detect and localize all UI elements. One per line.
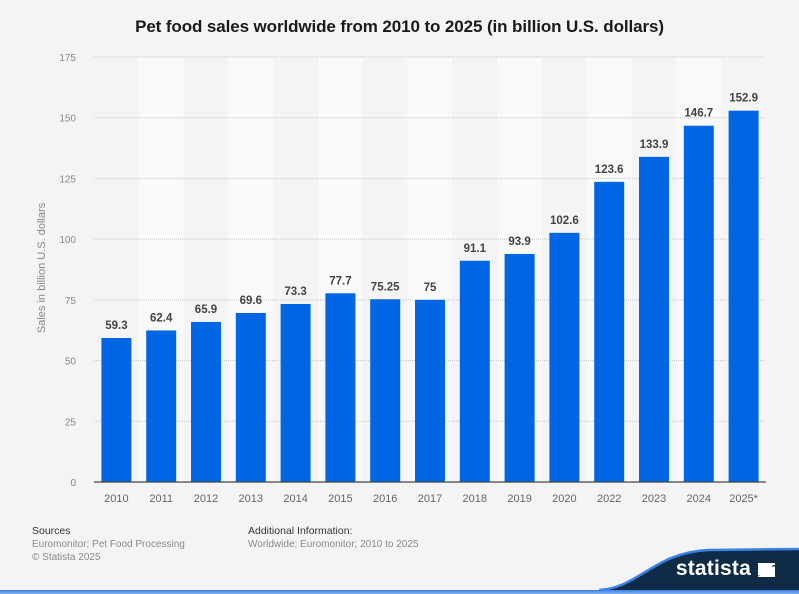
data-label: 73.3 [284, 286, 306, 298]
brand-wave-shape [599, 547, 799, 590]
data-label: 69.6 [240, 295, 262, 307]
bar [146, 330, 177, 482]
chart-title: Pet food sales worldwide from 2010 to 20… [135, 17, 664, 36]
x-tick-label: 2014 [283, 493, 307, 505]
x-tick-label: 2022 [597, 493, 621, 505]
y-tick-label: 175 [59, 53, 76, 64]
sources-block: Sources Euromonitor; Pet Food Processing… [32, 525, 185, 564]
y-tick-label: 100 [59, 235, 76, 246]
bar [325, 293, 356, 482]
additional-info-heading: Additional Information: [248, 525, 353, 537]
additional-info-text: Worldwide; Euromonitor; 2010 to 2025 [248, 539, 419, 550]
bar [683, 125, 714, 482]
bottom-accent-line [0, 590, 799, 594]
data-label: 75 [424, 282, 437, 294]
bar [235, 312, 266, 482]
data-label: 75.25 [371, 281, 400, 293]
bar [728, 110, 759, 483]
data-label: 62.4 [150, 312, 173, 324]
bar [101, 337, 132, 482]
y-tick-label: 75 [65, 296, 77, 307]
y-tick-labels: 0 25 50 75 100 125 150 175 [59, 53, 76, 489]
x-tick-label: 2012 [194, 493, 218, 505]
x-tick-label: 2023 [642, 493, 666, 505]
x-tick-label: 2011 [149, 493, 173, 505]
data-label: 102.6 [550, 215, 579, 227]
data-label: 152.9 [729, 93, 758, 105]
x-tick-label: 2020 [552, 493, 576, 505]
x-tick-label: 2024 [687, 493, 711, 505]
x-tick-label: 2017 [418, 493, 442, 505]
x-tick-label: 2016 [373, 493, 397, 505]
data-label: 65.9 [195, 304, 217, 316]
y-tick-label: 25 [65, 417, 77, 428]
value-labels: 59.3 62.4 65.9 69.6 73.3 77.7 75.25 75 91.1 93.9 1… [105, 93, 758, 332]
bar [280, 303, 311, 482]
data-label: 93.9 [508, 236, 530, 248]
statista-brand-badge[interactable]: statista [599, 540, 799, 590]
additional-info-block: Additional Information: Worldwide; Eurom… [248, 525, 418, 551]
bar [594, 181, 625, 483]
sources-text[interactable]: Euromonitor; Pet Food Processing [32, 539, 185, 550]
x-tick-label: 2013 [239, 493, 263, 505]
bar [639, 156, 669, 483]
data-label: 146.7 [684, 108, 713, 120]
data-label: 77.7 [329, 275, 351, 287]
bar [191, 321, 221, 482]
data-label: 133.9 [640, 139, 669, 151]
y-tick-label: 125 [59, 174, 76, 185]
bar [459, 260, 490, 482]
x-tick-label: 2018 [463, 493, 487, 505]
bars [101, 110, 759, 483]
y-tick-label: 0 [70, 478, 76, 489]
bar [415, 299, 445, 482]
y-axis-label: Sales in billion U.S. dollars [36, 202, 48, 334]
x-tick-label: 2010 [104, 493, 128, 505]
bar-chart: 59.3 62.4 65.9 69.6 73.3 77.7 75.25 75 91.1 93.9 1… [59, 53, 766, 505]
data-label: 91.1 [464, 243, 487, 255]
x-tick-label: 2015 [328, 493, 352, 505]
x-tick-label: 2019 [507, 493, 531, 505]
data-label: 59.3 [105, 320, 127, 332]
statista-logo-text: statista [675, 557, 751, 580]
y-tick-label: 50 [65, 357, 77, 368]
statista-logo-icon [758, 563, 775, 577]
bar [370, 299, 401, 482]
y-tick-label: 150 [59, 114, 76, 125]
x-tick-label: 2025* [729, 493, 758, 505]
bar [504, 253, 535, 482]
x-tick-labels: 2010 2011 2012 2013 2014 2015 2016 2017 2018 2019… [104, 493, 759, 505]
copyright: © Statista 2025 [32, 552, 101, 563]
data-label: 123.6 [595, 164, 624, 176]
bar [549, 232, 580, 482]
sources-heading: Sources [32, 525, 71, 537]
